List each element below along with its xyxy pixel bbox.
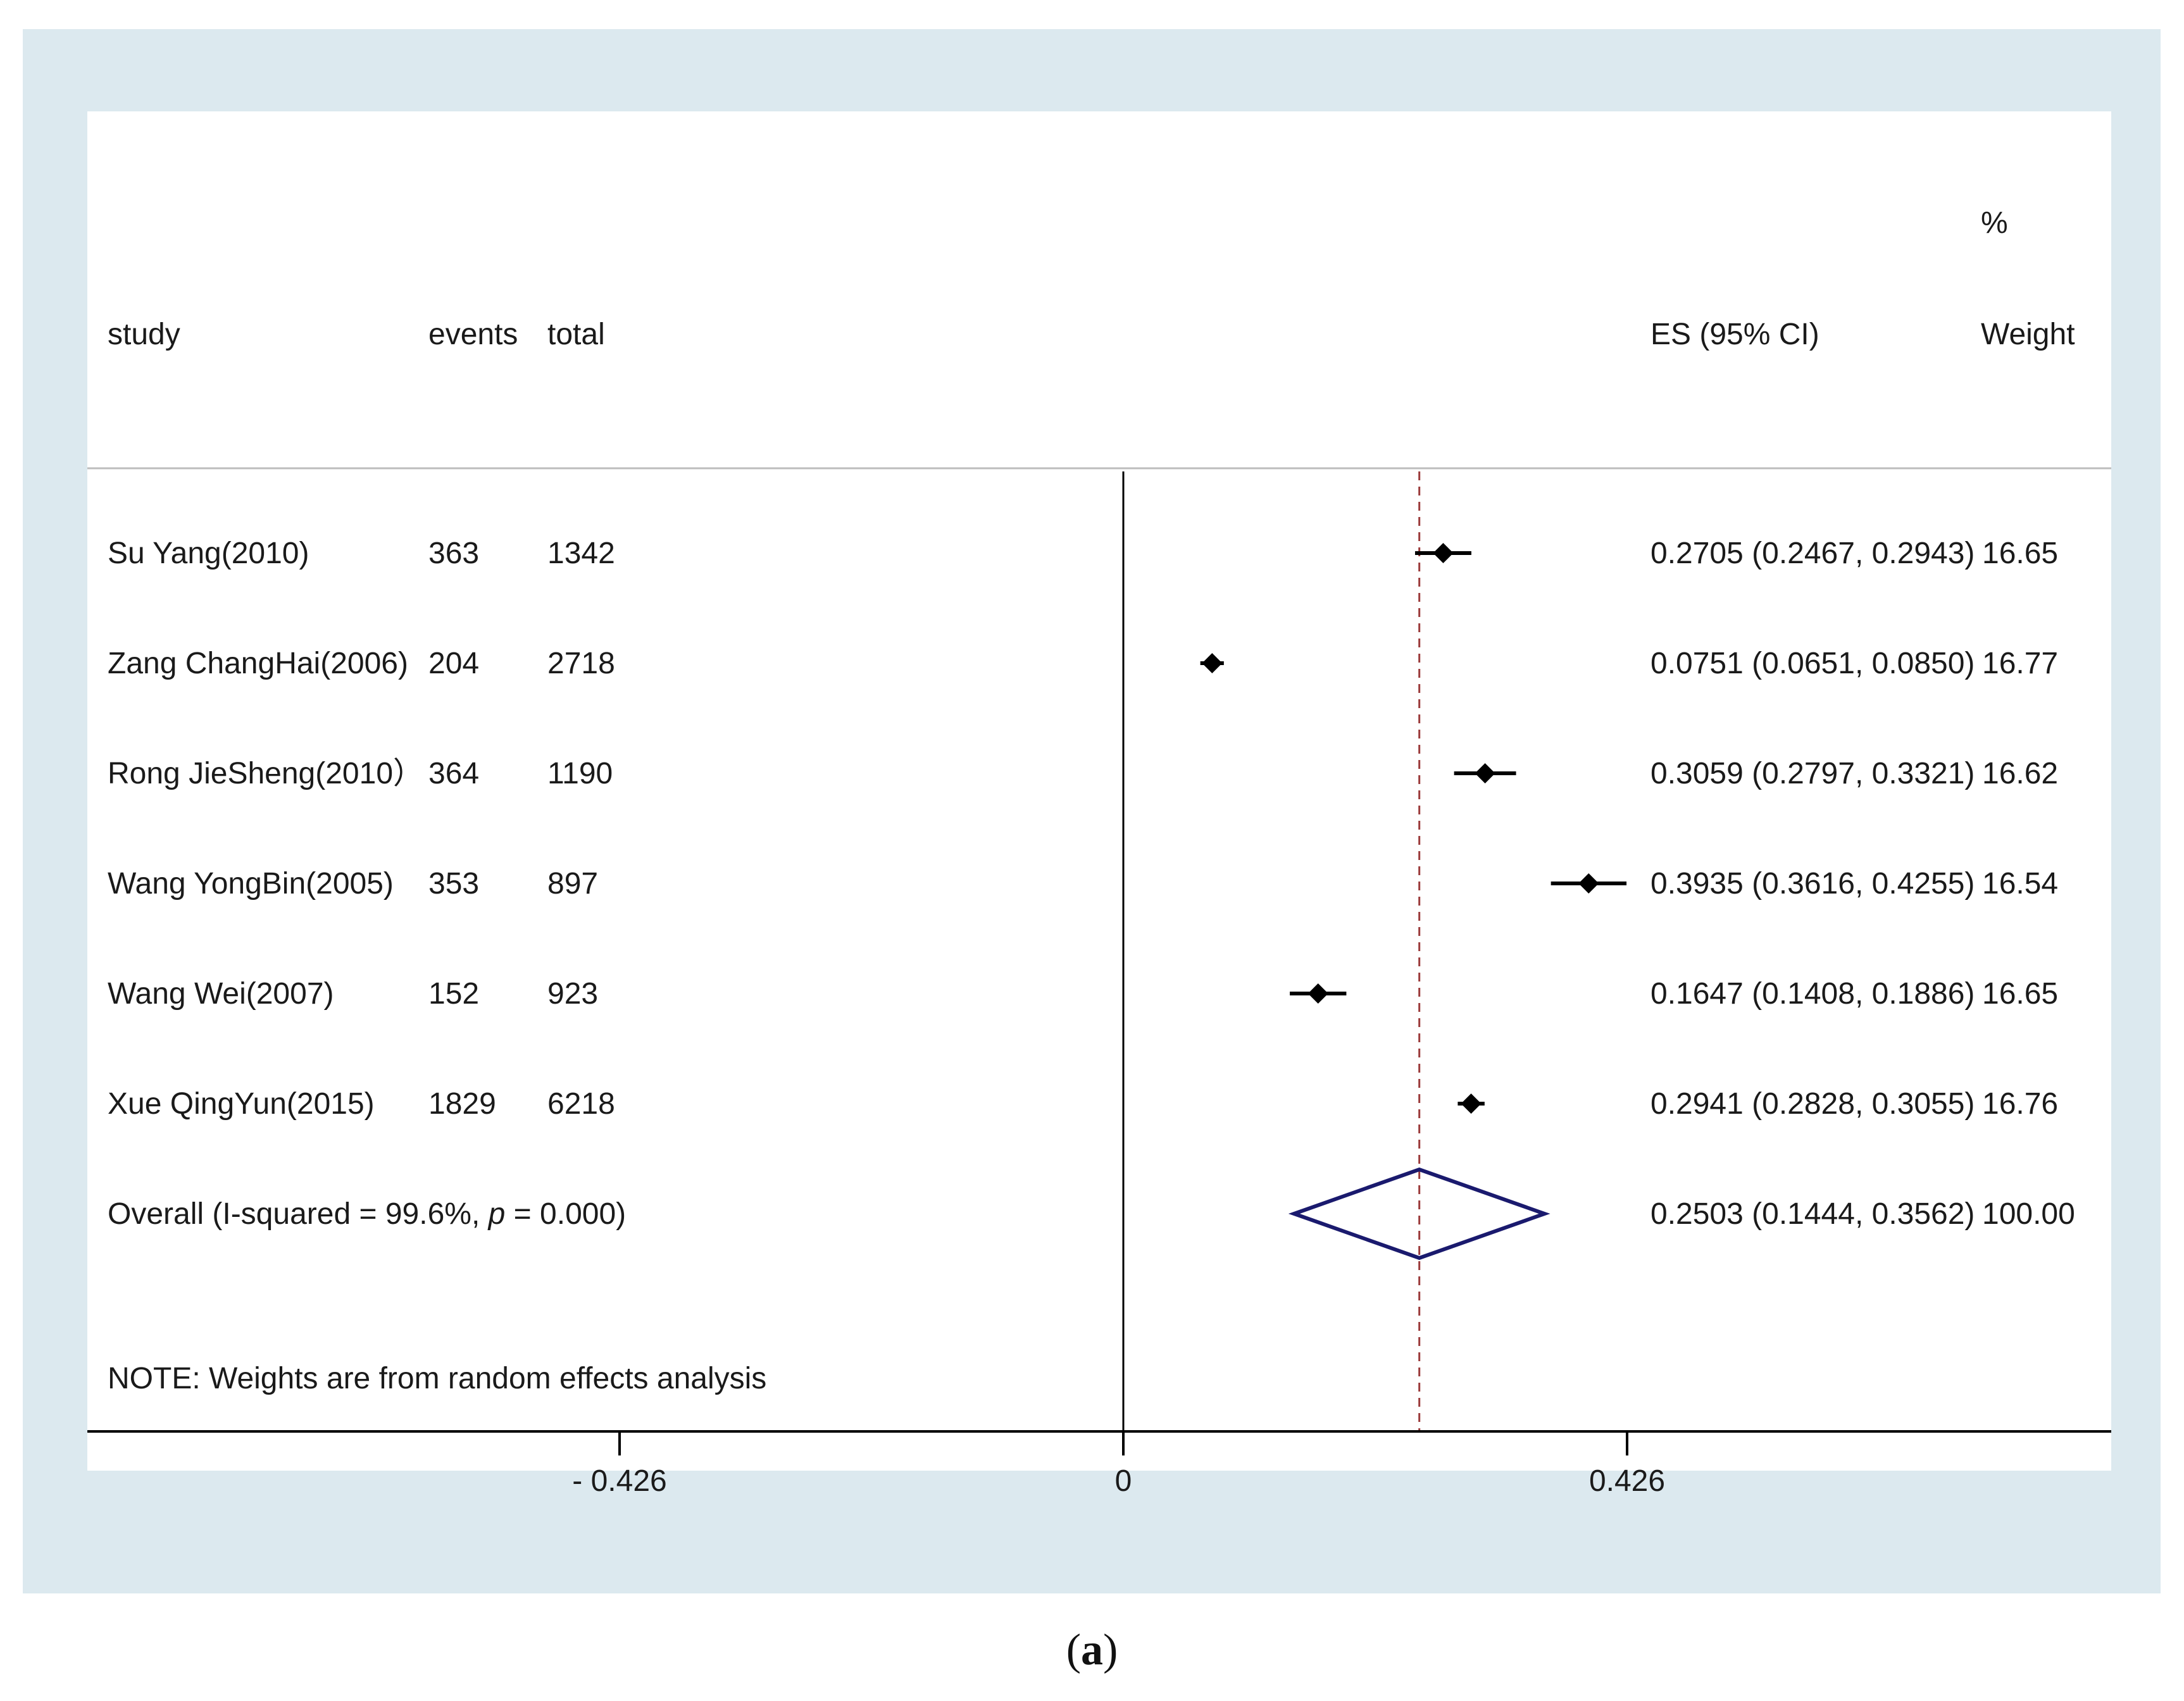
study-name: Su Yang(2010): [108, 537, 309, 570]
study-es-ci: 0.3059 (0.2797, 0.3321): [1650, 757, 1975, 790]
study-name: Zang ChangHai(2006): [108, 647, 408, 680]
study-name: Wang YongBin(2005): [108, 867, 394, 900]
study-total: 897: [547, 867, 598, 900]
header-study: study: [108, 318, 180, 351]
overall-label: Overall (I-squared = 99.6%, p = 0.000): [108, 1197, 626, 1231]
caption-letter: a: [1081, 1626, 1103, 1674]
study-weight: 16.54: [1982, 867, 2058, 900]
overall-label-p: p: [487, 1197, 506, 1231]
study-events: 204: [428, 647, 479, 680]
point-estimate: [1461, 1094, 1482, 1114]
overall-label-main: Overall (I-squared = 99.6%,: [108, 1197, 489, 1231]
header-weight-percent: %: [1981, 206, 2008, 240]
study-name: Wang Wei(2007): [108, 977, 334, 1011]
study-es-ci: 0.2705 (0.2467, 0.2943): [1650, 537, 1975, 570]
note-text: NOTE: Weights are from random effects an…: [108, 1362, 766, 1395]
overall-diamond: [1288, 1167, 1551, 1261]
study-weight: 16.76: [1982, 1087, 2058, 1121]
overall-weight: 100.00: [1982, 1197, 2075, 1231]
x-tick-label: - 0.426: [572, 1464, 666, 1498]
study-total: 6218: [547, 1087, 615, 1121]
study-rows: Su Yang(2010) 363 1342 0.2705 (0.2467, 0.29…: [108, 537, 2075, 1231]
plot-panel: [87, 111, 2111, 1471]
header-total: total: [547, 318, 605, 351]
x-tick-label: 0.426: [1589, 1464, 1665, 1498]
study-name: Rong JieSheng(2010）: [108, 757, 423, 790]
study-total: 1190: [547, 757, 613, 790]
point-estimate: [1307, 983, 1328, 1004]
overall-es-ci: 0.2503 (0.1444, 0.3562): [1650, 1197, 1975, 1231]
study-es-ci: 0.3935 (0.3616, 0.4255): [1650, 867, 1975, 900]
x-tick-label: 0: [1115, 1464, 1132, 1498]
study-total: 2718: [547, 647, 615, 680]
point-estimate: [1475, 763, 1495, 783]
study-events: 152: [428, 977, 479, 1011]
point-estimate: [1202, 653, 1223, 673]
study-es-ci: 0.2941 (0.2828, 0.3055): [1650, 1087, 1975, 1121]
overall-label-end: = 0.000): [505, 1197, 626, 1231]
header-events: events: [428, 318, 518, 351]
study-events: 353: [428, 867, 479, 900]
x-axis: - 0.426 0 0.426: [87, 1430, 2111, 1498]
point-estimate: [1433, 543, 1454, 563]
study-es-ci: 0.1647 (0.1408, 0.1886): [1650, 977, 1975, 1011]
study-weight: 16.65: [1982, 977, 2058, 1011]
plot-marks: [1122, 471, 1627, 1431]
caption-close: ): [1103, 1626, 1118, 1674]
study-events: 363: [428, 537, 479, 570]
study-events: 1829: [428, 1087, 496, 1121]
figure-caption: (a): [0, 1625, 2184, 1676]
study-name: Xue QingYun(2015): [108, 1087, 375, 1121]
study-weight: 16.65: [1982, 537, 2058, 570]
study-total: 1342: [547, 537, 615, 570]
caption-open: (: [1066, 1626, 1081, 1674]
header-weight: Weight: [1981, 318, 2075, 351]
study-es-ci: 0.0751 (0.0651, 0.0850): [1650, 647, 1975, 680]
study-total: 923: [547, 977, 598, 1011]
study-events: 364: [428, 757, 479, 790]
point-estimate: [1578, 873, 1599, 894]
header-es: ES (95% CI): [1650, 318, 1819, 351]
study-weight: 16.62: [1982, 757, 2058, 790]
study-weight: 16.77: [1982, 647, 2058, 680]
